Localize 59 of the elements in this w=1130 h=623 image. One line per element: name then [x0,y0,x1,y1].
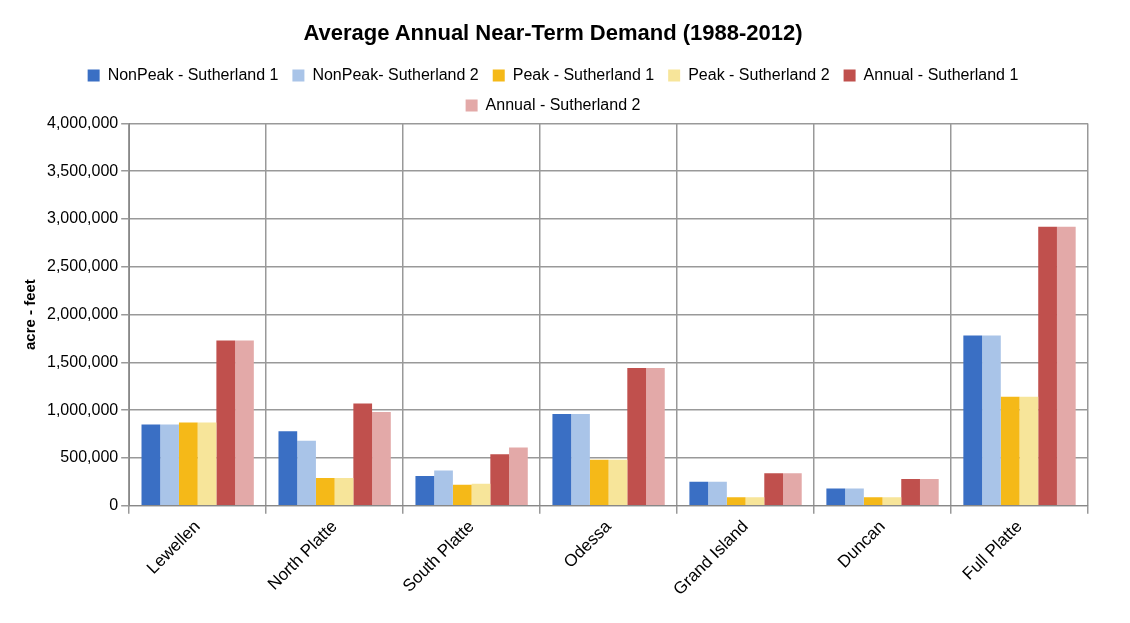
bar [452,484,472,505]
bar [315,478,335,505]
y-tick-label: 1,000,000 [46,400,119,418]
legend-label: NonPeak - Sutherland 1 [107,65,279,83]
bar [745,497,765,505]
bar [863,497,883,505]
bar [901,478,920,505]
bar [278,431,298,505]
bar [353,403,373,505]
bar [982,335,1001,505]
y-tick-label: 500,000 [60,448,119,466]
bar [490,454,510,505]
legend-label: Peak - Sutherland 2 [688,65,830,83]
legend-label: Annual - Sutherland 1 [863,65,1019,83]
bar [471,483,491,505]
bar [297,440,316,505]
bar [160,424,179,505]
bar [372,412,391,505]
bar [1038,226,1057,505]
legend-label: Annual - Sutherland 2 [485,95,641,113]
bar [845,488,864,505]
bar [197,422,217,505]
bar [627,368,647,505]
y-tick-label: 1,500,000 [46,352,119,370]
bar [434,470,453,505]
bar [1019,396,1039,505]
bar [1056,226,1076,505]
bar [608,459,628,505]
bar [882,497,902,505]
y-axis-title: acre - feet [21,279,39,351]
bar [141,424,161,505]
bar [726,497,746,505]
bar [689,481,709,505]
bar [783,473,802,505]
bar [646,368,665,505]
y-tick-label: 2,000,000 [46,304,119,322]
bar [589,459,609,505]
bar [963,335,983,505]
bar [552,413,572,505]
bar [235,340,254,505]
legend-label: Peak - Sutherland 1 [512,65,655,83]
y-tick-label: 3,500,000 [46,161,119,179]
y-tick-label: 0 [109,496,119,514]
bar [216,340,236,505]
y-tick-label: 2,500,000 [46,257,119,275]
bar [415,476,435,505]
y-tick-label: 3,000,000 [46,209,119,227]
bar [708,481,727,505]
bar [509,447,528,505]
chart-title: Average Annual Near-Term Demand (1988-2012) [303,20,803,46]
bar [764,473,783,505]
bar [1000,396,1020,505]
bar [178,422,198,505]
legend-label: NonPeak- Sutherland 2 [312,65,479,83]
bar [334,478,354,505]
bar [571,413,590,505]
bar [919,478,939,505]
bar [826,488,846,505]
y-tick-label: 4,000,000 [46,113,119,131]
